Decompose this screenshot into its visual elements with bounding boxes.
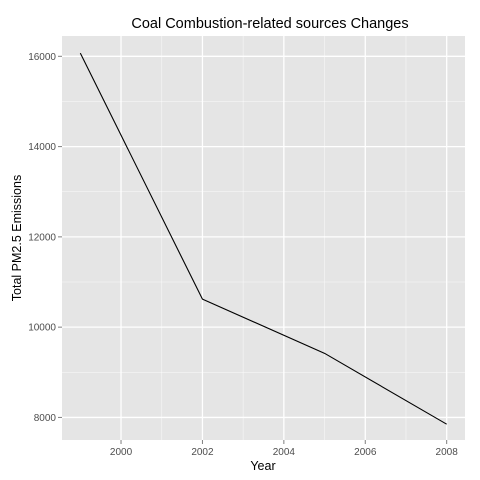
chart-title: Coal Combustion-related sources Changes [131,16,408,32]
y-tick-label: 8000 [34,413,57,424]
series-group [79,52,447,425]
y-tick-label: 10000 [28,323,56,334]
x-tick-label: 2008 [436,447,459,458]
minor-gridlines [62,36,465,440]
y-tick-label: 16000 [28,52,56,63]
x-tick-label: 2000 [110,447,133,458]
y-tick-label: 12000 [28,232,56,243]
plot-panel [62,36,465,440]
y-axis-label: Total PM2.5 Emissions [10,175,24,301]
y-axis-ticks: 8000 10000 12000 14000 16000 [28,52,62,424]
x-tick-label: 2004 [273,447,296,458]
x-axis-ticks: 2000 2002 2004 2006 2008 [110,440,458,458]
major-gridlines [62,36,465,440]
x-axis-label: Year [250,459,275,473]
x-tick-label: 2002 [191,447,214,458]
y-tick-label: 14000 [28,142,56,153]
x-tick-label: 2006 [354,447,377,458]
series-line [79,52,447,425]
